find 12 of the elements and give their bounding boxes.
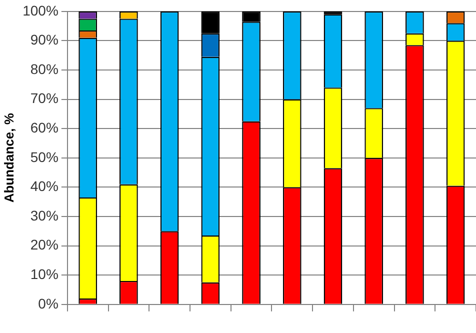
y-tick-label: 60%	[30, 119, 58, 136]
y-tick-label: 50%	[30, 148, 58, 165]
y-tick-label: 80%	[30, 60, 58, 77]
y-tick-label: 0%	[38, 295, 58, 312]
y-tick-label: 20%	[30, 236, 58, 253]
y-tick-label: 10%	[30, 266, 58, 282]
y-tick-label: 100%	[22, 2, 58, 18]
y-axis-title: Abundance, %	[1, 112, 16, 203]
y-tick-label: 90%	[30, 32, 58, 48]
y-tick-label: 30%	[30, 207, 58, 224]
y-tick-label: 70%	[30, 90, 58, 106]
y-tick-label: 40%	[30, 178, 58, 194]
